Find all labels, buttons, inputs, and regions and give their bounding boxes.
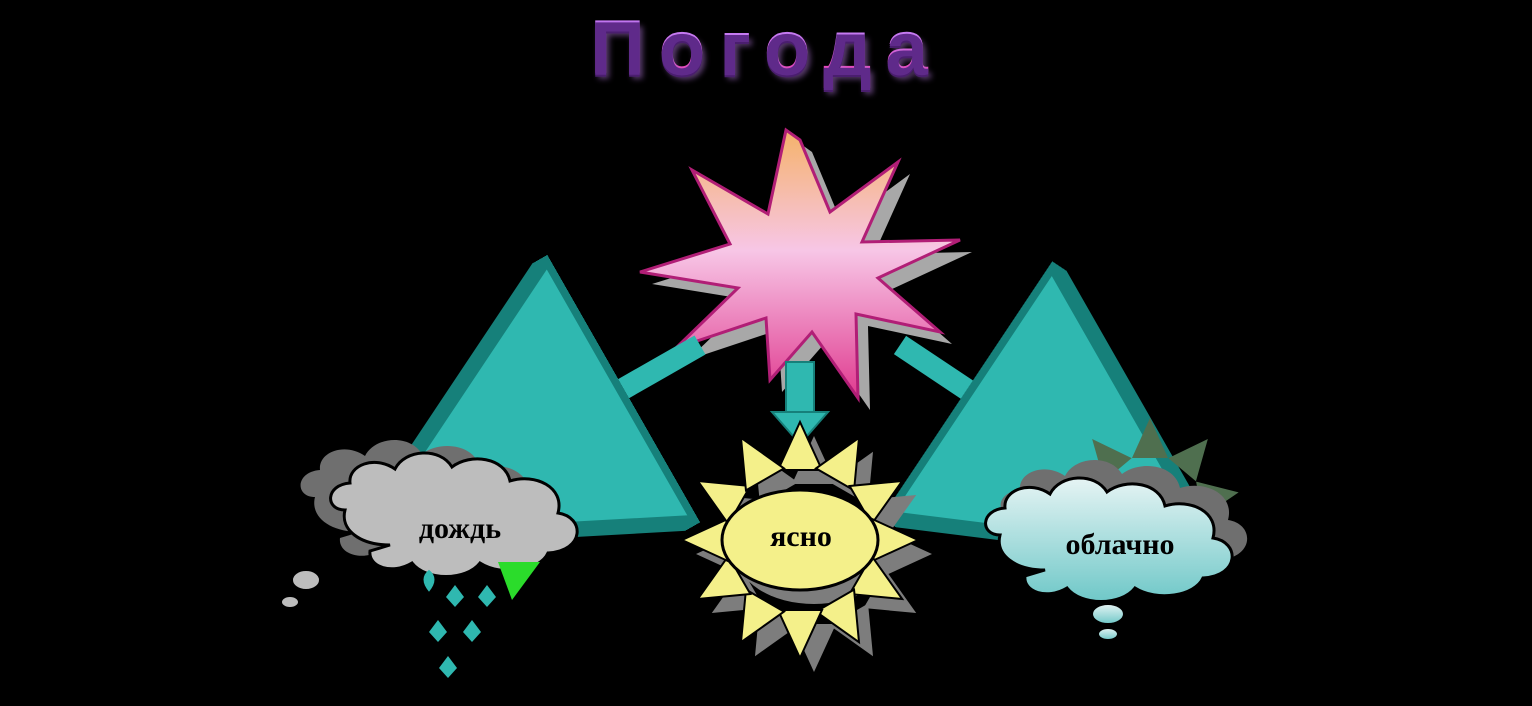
arrow-left: [490, 345, 700, 465]
lightning-icon: [498, 562, 540, 600]
rain-node: [281, 440, 577, 678]
diagram-stage: Погода: [0, 0, 1532, 706]
arrow-right: [900, 345, 1095, 475]
clear-node: [682, 422, 932, 672]
diagram-svg: [0, 0, 1532, 706]
raindrops-icon: [424, 570, 497, 678]
cloudy-node: [986, 418, 1248, 640]
